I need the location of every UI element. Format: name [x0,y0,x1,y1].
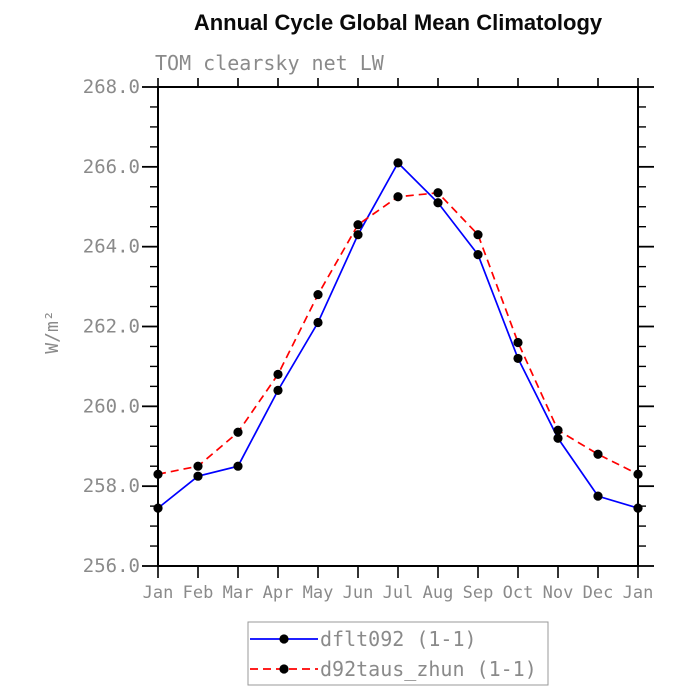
data-point-marker [513,353,523,364]
data-point-marker [393,158,403,168]
series-line [157,191,639,476]
y-tick-label: 266.0 [83,156,140,178]
data-point-marker [593,449,603,459]
y-tick-label: 262.0 [83,316,140,338]
data-point-marker [193,471,203,481]
data-point-marker [153,469,163,479]
x-tick-label: Dec [583,583,614,603]
x-tick-labels: Jan Feb Mar Apr May Jun Jul Aug Sep Oct Nov Dec Jan [143,583,654,603]
legend-label-series1: dflt092 (1-1) [320,627,477,651]
y-tick-label: 258.0 [83,475,140,497]
x-tick-label: Oct [503,583,534,603]
data-point-marker [433,198,443,208]
data-point-marker [153,503,163,513]
data-point-marker [513,337,523,348]
legend-sample-marker [279,634,289,644]
data-point-marker [633,469,643,479]
y-tick-label: 268.0 [83,76,140,98]
chart-subtitle: TOM clearsky net LW [155,51,385,75]
x-tick-label: Nov [543,583,574,603]
legend-line-samples [250,634,318,674]
data-point-marker [633,503,643,513]
series-line [157,161,639,509]
data-point-marker [193,461,203,471]
x-tick-label: Apr [263,583,294,603]
y-tick-labels: 256.0 258.0 260.0 262.0 264.0 266.0 268.0 [83,76,140,577]
legend-label-series2: d92taus_zhun (1-1) [320,657,537,681]
chart-title: Annual Cycle Global Mean Climatology [194,10,603,35]
data-point-marker [233,427,243,437]
legend: dflt092 (1-1) d92taus_zhun (1-1) [247,621,549,686]
x-tick-label: May [303,583,334,603]
x-tick-label: Jan [143,583,174,603]
y-tick-label: 264.0 [83,236,140,258]
data-point-marker [353,230,363,240]
data-point-marker [593,491,603,501]
data-point-marker [553,425,563,435]
x-tick-label: Aug [423,583,454,603]
data-point-marker [473,230,483,240]
y-axis-label: W/m² [42,310,63,353]
data-point-marker [473,250,483,260]
x-tick-label: Jul [383,583,414,603]
axis-ticks [142,78,654,578]
data-point-marker [433,188,443,198]
x-tick-label: Jan [623,583,654,603]
data-point-marker [313,317,323,328]
legend-sample-marker [279,664,289,674]
x-tick-label: Mar [223,583,254,603]
y-tick-label: 260.0 [83,395,140,417]
data-point-marker [233,461,243,471]
x-tick-label: Feb [183,583,214,603]
data-point-marker [353,220,363,230]
legend-box [247,621,549,686]
data-point-marker [273,385,283,395]
data-series [153,158,643,513]
data-point-marker [273,369,283,379]
y-tick-label: 256.0 [83,555,140,577]
data-point-marker [313,289,323,300]
x-tick-label: Jun [343,583,374,603]
data-point-marker [393,192,403,202]
x-tick-label: Sep [463,583,494,603]
data-point-marker [553,433,563,443]
